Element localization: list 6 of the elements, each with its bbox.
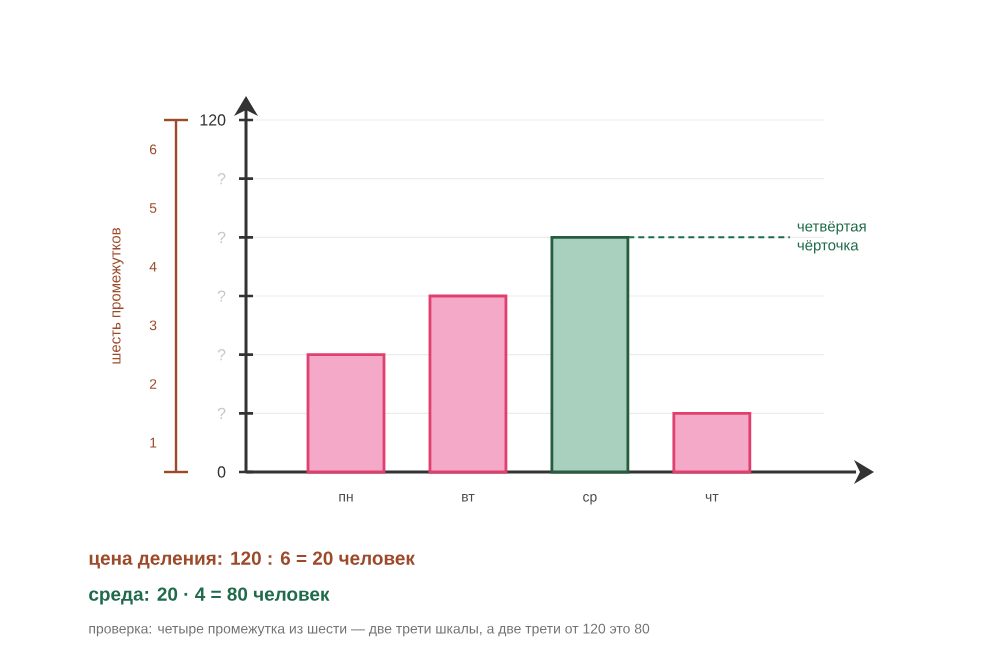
- bar: [306, 353, 386, 474]
- bar: [550, 235, 630, 474]
- text: среда: 20 · 4 = 80 человек: [89, 587, 330, 605]
- text: цена деления: 120 : 6 = 20 человек: [89, 551, 415, 569]
- bar: [428, 294, 508, 474]
- bar: [672, 411, 752, 474]
